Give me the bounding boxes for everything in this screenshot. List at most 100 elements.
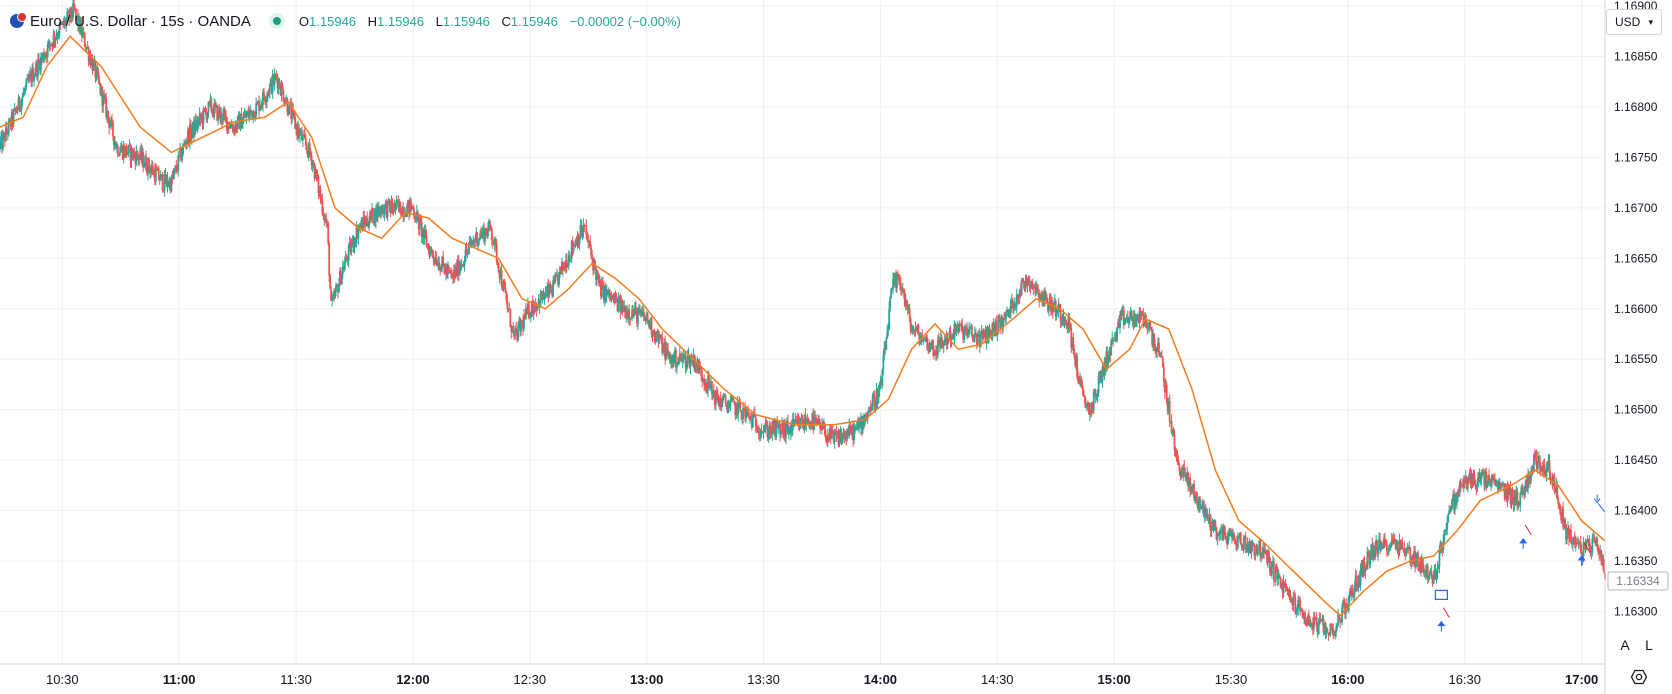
- candle: [1406, 542, 1409, 553]
- candle: [1138, 307, 1141, 329]
- candle-body: [917, 325, 920, 336]
- candle: [693, 354, 696, 373]
- candle-body: [1251, 542, 1254, 547]
- candle: [142, 147, 145, 173]
- candle-body: [920, 335, 923, 339]
- candle: [219, 106, 222, 124]
- candle: [1596, 536, 1599, 551]
- candle: [781, 417, 783, 433]
- candle: [643, 312, 646, 322]
- candle-body: [1451, 499, 1453, 509]
- candle-body: [720, 402, 723, 407]
- candle: [161, 171, 164, 193]
- candle: [1376, 539, 1379, 557]
- candle: [1574, 535, 1577, 552]
- candle: [1116, 327, 1118, 343]
- candle-body: [1283, 581, 1286, 585]
- candle: [1055, 308, 1058, 321]
- candle-body: [509, 309, 512, 327]
- candle: [1284, 579, 1287, 593]
- candle: [1586, 535, 1589, 543]
- candle: [716, 388, 719, 404]
- candle: [217, 106, 220, 126]
- candle-body: [398, 201, 401, 207]
- candle-body: [290, 104, 293, 120]
- candle: [454, 262, 457, 279]
- candle-body: [1262, 549, 1265, 557]
- candle: [7, 117, 10, 137]
- candle: [1253, 543, 1256, 560]
- candle: [1122, 306, 1125, 330]
- candle-body: [34, 73, 36, 77]
- candle-body: [464, 249, 467, 262]
- candle-body: [1096, 393, 1099, 396]
- candle-body: [1485, 471, 1488, 488]
- candle-body: [84, 46, 87, 50]
- candle-body: [1286, 590, 1289, 592]
- candle-body: [522, 320, 524, 329]
- candle: [525, 307, 528, 316]
- candle-body: [1134, 314, 1137, 327]
- candle-body: [1359, 569, 1362, 586]
- candle-body: [977, 334, 980, 337]
- candle-body: [1317, 624, 1320, 635]
- candle-body: [135, 151, 138, 164]
- candle-body: [731, 397, 734, 402]
- candle: [1030, 280, 1033, 289]
- candle-body: [1587, 539, 1590, 541]
- candle: [1233, 531, 1235, 542]
- candle-body: [1061, 315, 1064, 320]
- candle: [418, 213, 421, 236]
- candle-body: [400, 213, 403, 217]
- price-axis[interactable]: 1.169001.168501.168001.167501.167001.166…: [1614, 0, 1658, 619]
- candle: [75, 8, 77, 22]
- candle: [603, 285, 606, 307]
- candle-body: [1415, 554, 1417, 567]
- candle-body: [236, 116, 239, 129]
- candle-body: [1212, 520, 1215, 527]
- candle: [172, 168, 175, 180]
- candle-body: [250, 110, 253, 112]
- candle-body: [525, 308, 528, 311]
- candle-body: [952, 333, 955, 340]
- candle: [622, 300, 625, 313]
- candle: [344, 250, 347, 264]
- candle-body: [1108, 350, 1111, 362]
- candle: [531, 295, 534, 318]
- candle: [1558, 501, 1561, 510]
- candle: [625, 304, 628, 323]
- candle-body: [294, 116, 296, 129]
- candle-body: [1431, 577, 1434, 584]
- candle: [1476, 477, 1479, 493]
- candle: [1019, 283, 1022, 298]
- candle-body: [318, 189, 321, 194]
- candle: [843, 429, 846, 444]
- candle: [1334, 630, 1337, 640]
- candle: [1211, 518, 1214, 531]
- candle-body: [1022, 282, 1025, 284]
- candle: [635, 300, 637, 316]
- candle: [663, 338, 666, 357]
- candle-body: [610, 295, 613, 301]
- candle-body: [1563, 518, 1565, 527]
- candle: [114, 136, 116, 150]
- candle-body: [1239, 533, 1242, 544]
- candle: [379, 204, 382, 220]
- candle: [328, 240, 331, 282]
- candle-body: [609, 296, 612, 301]
- candle-body: [35, 62, 37, 74]
- candle-body: [624, 306, 627, 318]
- candle: [169, 178, 172, 194]
- candle-body: [268, 84, 271, 95]
- candle: [488, 219, 491, 232]
- candle-body: [1454, 494, 1456, 510]
- candle-body: [1460, 484, 1463, 486]
- candle-body: [780, 430, 782, 435]
- candle-body: [266, 92, 269, 97]
- candle-body: [1572, 536, 1575, 542]
- candle: [1245, 543, 1248, 553]
- candle: [1531, 465, 1533, 477]
- candle: [476, 232, 479, 248]
- candle: [1358, 571, 1361, 588]
